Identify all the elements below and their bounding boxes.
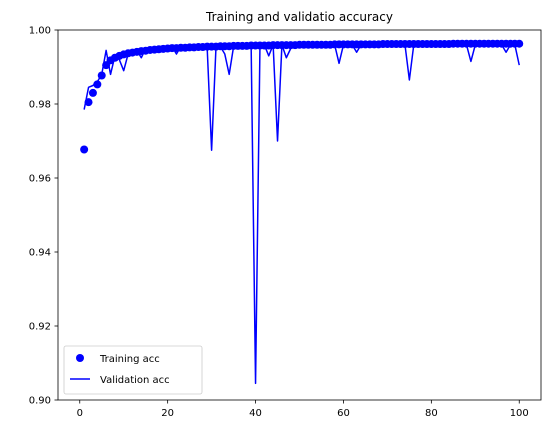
data-point-training-acc — [88, 88, 97, 97]
x-tick-label: 40 — [249, 408, 262, 419]
data-point-training-acc — [80, 145, 89, 154]
x-tick-label: 60 — [337, 408, 350, 419]
legend-box — [63, 345, 203, 395]
y-tick-label: 0.96 — [29, 174, 51, 185]
legend-marker-training-acc — [76, 354, 84, 362]
y-tick-label: 1.00 — [29, 26, 51, 37]
y-tick-label: 0.94 — [29, 248, 51, 259]
data-point-training-acc — [97, 71, 106, 80]
x-tick-label: 0 — [77, 408, 83, 419]
data-point-training-acc — [515, 39, 524, 48]
x-tick-label: 80 — [425, 408, 438, 419]
x-tick-label: 20 — [161, 408, 174, 419]
plot-series — [80, 39, 524, 385]
data-point-training-acc — [84, 98, 93, 107]
axes: 0 20 40 60 80 100 0.90 0.92 0.94 0.96 0.98 1.00 — [29, 26, 529, 420]
y-tick-label: 0.90 — [29, 396, 51, 407]
plot-frame — [57, 29, 542, 401]
x-tick-label: 100 — [510, 408, 529, 419]
chart-title: Training and validatio accuracy — [205, 10, 393, 24]
y-tick-label: 0.92 — [29, 322, 51, 333]
legend-label-training-acc: Training acc — [99, 354, 160, 365]
legend: Training acc Validation acc — [63, 345, 203, 395]
series-line-validation-acc — [83, 42, 520, 385]
legend-label-validation-acc: Validation acc — [100, 375, 170, 386]
data-point-training-acc — [93, 80, 102, 89]
y-tick-label: 0.98 — [29, 100, 51, 111]
